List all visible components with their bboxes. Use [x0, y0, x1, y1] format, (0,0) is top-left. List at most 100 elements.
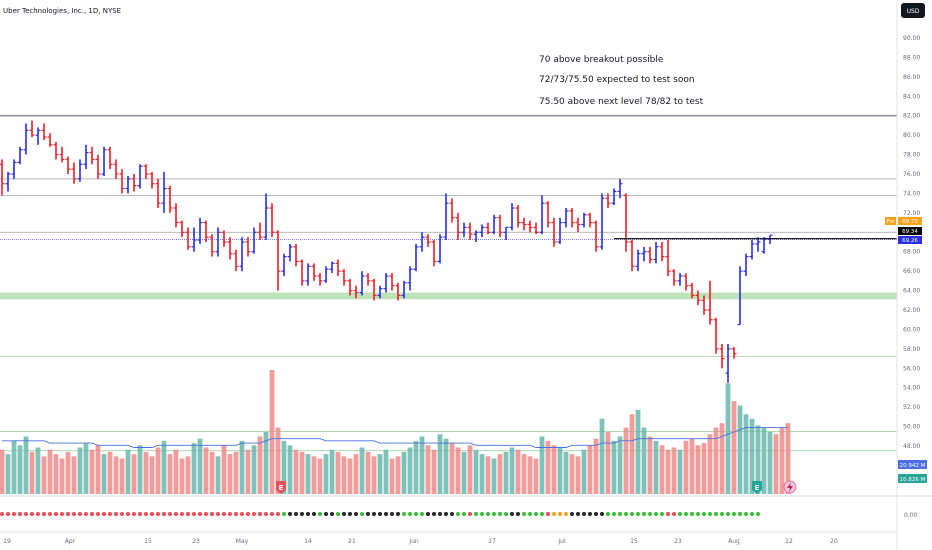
volume-bar	[719, 423, 725, 494]
price-tick: 84.00	[903, 93, 920, 100]
ohlc-bar	[683, 273, 689, 291]
volume-bar	[611, 440, 617, 494]
volume-bar	[641, 427, 647, 494]
ohlc-bar	[527, 220, 533, 233]
price-tick: 64.00	[903, 288, 920, 295]
volume-bar	[281, 440, 287, 494]
signal-dot	[563, 511, 569, 517]
signal-dot	[623, 511, 629, 517]
volume-bar	[0, 449, 5, 494]
volume-bar	[629, 414, 635, 494]
signal-dot	[125, 511, 131, 517]
ohlc-bar	[569, 208, 575, 228]
signal-dot	[743, 511, 749, 517]
signal-dot	[0, 511, 5, 517]
ohlc-bar	[125, 175, 131, 194]
ohlc-bar	[593, 220, 599, 252]
signal-dot	[497, 511, 503, 517]
ohlc-bar	[317, 273, 323, 286]
signal-dot	[239, 511, 245, 517]
signal-dot	[179, 511, 185, 517]
ohlc-bar	[173, 203, 179, 228]
price-tick: 48.00	[903, 443, 920, 450]
volume-bar	[479, 454, 485, 494]
ohlc-bar	[191, 227, 197, 252]
volume-bar	[167, 454, 173, 494]
volume-bar	[557, 447, 563, 494]
ohlc-bar	[653, 242, 659, 264]
annotation-notes: 70 above breakout possible 72/73/75.50 e…	[539, 55, 704, 107]
signal-dot	[449, 511, 455, 517]
ohlc-bar	[221, 230, 227, 247]
volume-bar	[257, 436, 263, 494]
signal-dot	[419, 511, 425, 517]
signal-dot	[71, 511, 77, 517]
ohlc-bar	[725, 344, 731, 383]
ohlc-bar	[557, 217, 563, 244]
ohlc-bar	[239, 237, 245, 272]
currency-button[interactable]: USD	[901, 3, 925, 18]
ohlc-bar	[737, 266, 743, 326]
ohlc-bar	[89, 146, 95, 165]
signal-dot	[713, 511, 719, 517]
ohlc-bar	[659, 242, 665, 262]
volume-bar	[215, 456, 221, 494]
signal-dot	[455, 511, 461, 517]
ohlc-bar	[137, 164, 143, 189]
ohlc-bar	[419, 232, 425, 252]
ohlc-bar	[533, 222, 539, 235]
time-tick: 12	[785, 538, 793, 545]
ohlc-bar	[185, 227, 191, 250]
signal-dot	[341, 511, 347, 517]
price-tick: 62.00	[903, 307, 920, 314]
volume-bar	[143, 451, 149, 494]
volume-bar	[419, 436, 425, 494]
volume-bar	[503, 451, 509, 494]
signal-dot	[95, 511, 101, 517]
price-tick: 50.00	[903, 424, 920, 431]
volume-bar	[617, 436, 623, 494]
volume-bar	[683, 440, 689, 494]
ohlc-bar	[107, 146, 113, 170]
volume-bar	[737, 405, 743, 494]
signal-dot	[329, 511, 335, 517]
dividend-lightning-icon[interactable]	[783, 480, 797, 494]
signal-dot	[503, 511, 509, 517]
note-3: 75.50 above next level 78/82 to test	[539, 97, 704, 107]
signal-dot	[605, 511, 611, 517]
time-tick: Aug	[728, 538, 740, 545]
volume-bar	[341, 456, 347, 494]
volume-bar	[773, 434, 779, 494]
volume-bar	[5, 454, 11, 494]
signal-dot	[245, 511, 251, 517]
volume-bar	[335, 451, 341, 494]
ohlc-bar	[179, 220, 185, 238]
earnings-marker-may[interactable]: E	[276, 481, 286, 494]
volume-bar	[599, 418, 605, 494]
ohlc-bar	[677, 273, 683, 286]
volume-value-label: 20.942 M	[898, 460, 927, 469]
signal-dot	[629, 511, 635, 517]
signal-dot	[737, 511, 743, 517]
ohlc-bar	[389, 273, 395, 291]
time-tick: 19	[3, 538, 11, 545]
signal-dot	[269, 511, 275, 517]
ohlc-bar	[473, 230, 479, 242]
signal-dot	[689, 511, 695, 517]
signal-dot	[173, 511, 179, 517]
signal-dot	[755, 511, 761, 517]
ohlc-bar	[11, 159, 17, 179]
ohlc-bar	[503, 226, 509, 241]
signal-dot	[11, 511, 17, 517]
ohlc-bar	[227, 237, 233, 260]
volume-bar	[77, 447, 83, 494]
ohlc-bar	[365, 273, 371, 286]
ohlc-bar	[707, 280, 713, 325]
ohlc-bar	[617, 178, 623, 199]
signal-dot	[89, 511, 95, 517]
volume-bar	[173, 449, 179, 494]
earnings-marker-aug[interactable]: E	[752, 481, 762, 494]
volume-bar	[113, 456, 119, 494]
ohlc-bar	[671, 269, 677, 286]
